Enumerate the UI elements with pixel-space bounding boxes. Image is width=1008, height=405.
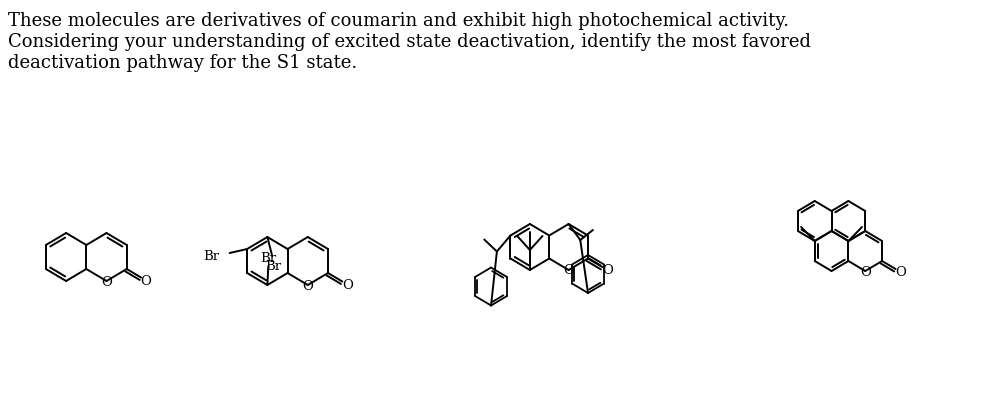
Text: O: O: [563, 264, 574, 277]
Text: O: O: [895, 266, 906, 279]
Text: O: O: [860, 265, 871, 278]
Text: Br: Br: [265, 259, 281, 272]
Text: O: O: [602, 264, 613, 277]
Text: Br: Br: [203, 250, 219, 263]
Text: O: O: [342, 278, 353, 291]
Text: O: O: [302, 279, 313, 292]
Text: Br: Br: [260, 251, 276, 264]
Text: These molecules are derivatives of coumarin and exhibit high photochemical activ: These molecules are derivatives of couma…: [8, 12, 789, 30]
Text: O: O: [101, 275, 112, 288]
Text: deactivation pathway for the S1 state.: deactivation pathway for the S1 state.: [8, 54, 357, 72]
Text: O: O: [141, 274, 151, 287]
Text: Considering your understanding of excited state deactivation, identify the most : Considering your understanding of excite…: [8, 33, 810, 51]
